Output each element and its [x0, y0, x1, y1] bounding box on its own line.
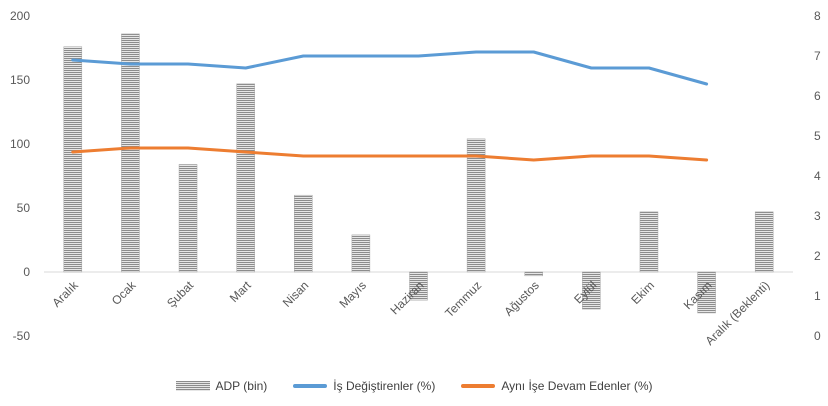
- bar-adp: [178, 164, 198, 273]
- y-right-tick-label: 4: [814, 169, 821, 183]
- x-category-label: Mayıs: [336, 278, 369, 311]
- legend-item-adp: ADP (bin): [175, 379, 268, 393]
- legend-item-job-changers: İş Değiştirenler (%): [293, 379, 435, 393]
- bar-adp: [121, 33, 140, 273]
- legend-swatch-job-stayers: [461, 384, 496, 388]
- x-category-label: Ağustos: [501, 278, 542, 319]
- y-right-tick-label: 0: [814, 329, 821, 343]
- y-right-tick-label: 6: [814, 89, 821, 103]
- y-left-tick-label: 50: [17, 201, 31, 215]
- y-left-tick-label: -50: [13, 329, 31, 343]
- y-left-tick-label: 150: [10, 73, 30, 87]
- line-job-changers: [71, 50, 709, 86]
- chart-legend: ADP (bin) İş Değiştirenler (%) Aynı İşe …: [0, 376, 828, 396]
- line-job-stayers: [71, 146, 709, 162]
- bar-adp: [63, 46, 83, 273]
- legend-swatch-adp: [175, 381, 210, 391]
- bar-adp: [754, 211, 774, 273]
- y-right-tick-label: 1: [814, 289, 821, 303]
- y-left-tick-label: 200: [10, 9, 30, 23]
- y-left-tick-label: 100: [10, 137, 30, 151]
- y-right-tick-label: 8: [814, 9, 821, 23]
- legend-label-job-stayers: Aynı İşe Devam Edenler (%): [501, 379, 653, 393]
- x-category-label: Şubat: [164, 278, 197, 311]
- y-left-tick-label: 0: [23, 265, 30, 279]
- x-category-label: Mart: [227, 278, 254, 305]
- x-category-label: Temmuz: [442, 278, 484, 320]
- bar-adp: [351, 234, 371, 273]
- bar-adp: [409, 271, 428, 301]
- y-right-tick-label: 2: [814, 249, 821, 263]
- y-right-tick-label: 7: [814, 49, 821, 63]
- bar-adp: [294, 194, 313, 273]
- bar-adp: [236, 83, 255, 273]
- legend-swatch-job-changers: [293, 384, 328, 388]
- x-category-label: Aralık: [49, 278, 81, 310]
- y-right-tick-label: 5: [814, 129, 821, 143]
- legend-item-job-stayers: Aynı İşe Devam Edenler (%): [461, 379, 653, 393]
- x-category-label: Ocak: [109, 278, 139, 308]
- bar-adp: [466, 138, 486, 273]
- legend-label-job-changers: İş Değiştirenler (%): [333, 379, 436, 393]
- y-right-tick-label: 3: [814, 209, 821, 223]
- x-category-label: Nisan: [280, 278, 312, 310]
- bar-adp: [639, 211, 659, 273]
- bar-adp: [582, 271, 601, 310]
- bar-adp: [697, 271, 716, 314]
- x-category-label: Ekim: [628, 278, 657, 307]
- bar-adp: [524, 271, 543, 277]
- legend-label-adp: ADP (bin): [215, 379, 268, 393]
